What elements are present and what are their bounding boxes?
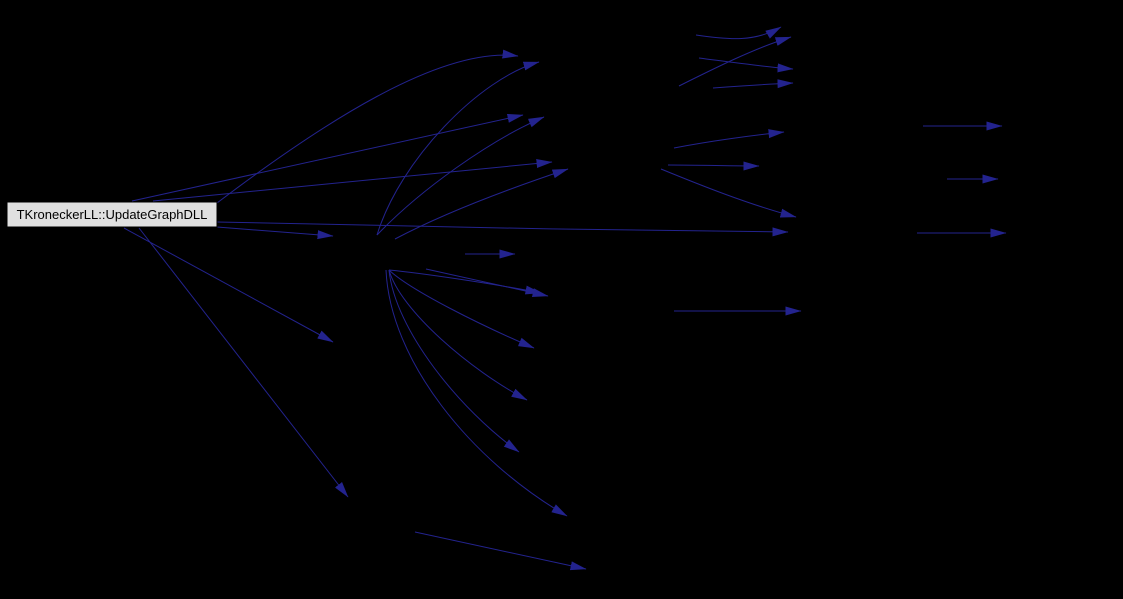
svg-text:TKroneckerLL::UpdateGraphDLL: TKroneckerLL::UpdateGraphDLL xyxy=(17,207,208,222)
